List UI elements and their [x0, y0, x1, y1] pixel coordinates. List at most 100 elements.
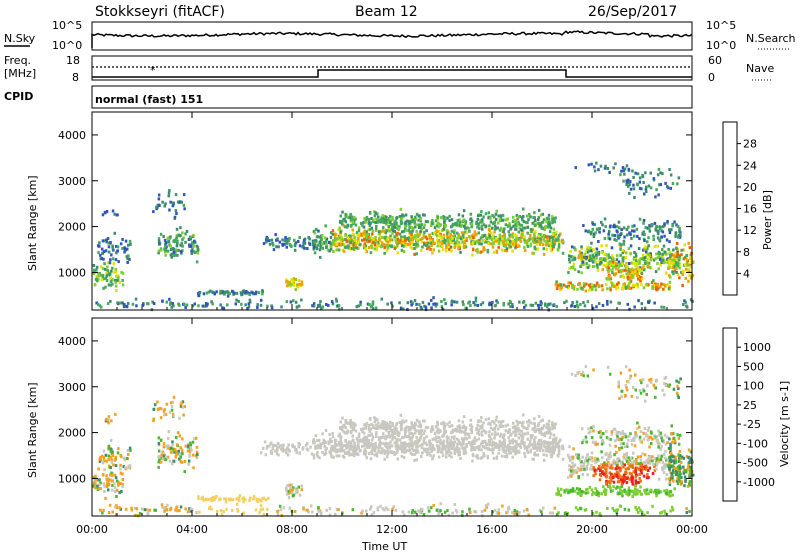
power-cell — [678, 235, 682, 239]
power-cell — [384, 215, 388, 219]
power-cell — [261, 292, 264, 296]
velocity-cell — [218, 498, 222, 501]
velocity-cell — [584, 491, 588, 495]
power-cell — [529, 227, 533, 231]
power-cell — [471, 253, 474, 257]
power-cell — [345, 224, 349, 228]
power-cell — [465, 236, 468, 240]
velocity-cell — [346, 421, 349, 425]
power-cell — [644, 188, 648, 192]
power-cell — [390, 222, 393, 226]
velocity-cell — [346, 442, 350, 446]
velocity-cell — [344, 444, 347, 447]
power-cell — [477, 238, 481, 242]
power-cell — [573, 246, 576, 250]
velocity-cell — [172, 447, 175, 451]
velocity-cell — [195, 436, 198, 440]
velocity-cell — [429, 453, 432, 457]
velocity-cell — [363, 423, 366, 427]
velocity-cell — [348, 453, 351, 457]
velocity-cell — [479, 442, 483, 446]
power-cell — [627, 247, 631, 251]
power-cell — [579, 302, 582, 306]
power-cell — [529, 244, 532, 248]
velocity-cell — [533, 438, 536, 442]
power-cell — [635, 269, 639, 273]
velocity-cell — [469, 418, 473, 422]
velocity-cell — [274, 444, 278, 448]
power-cell — [106, 261, 110, 265]
power-cell — [640, 302, 643, 306]
velocity-cell — [172, 395, 176, 399]
velocity-cell — [625, 451, 629, 455]
velocity-cell — [403, 441, 407, 445]
velocity-cell — [351, 434, 354, 438]
power-cell — [341, 238, 345, 242]
power-cell — [247, 305, 251, 309]
velocity-cell — [625, 457, 628, 461]
power-cell — [615, 282, 619, 286]
power-cell — [373, 210, 376, 214]
power-cell — [613, 284, 616, 288]
power-cell — [622, 242, 626, 246]
power-cell — [362, 225, 366, 229]
power-cell — [370, 226, 374, 230]
power-cell — [554, 283, 558, 287]
power-cell — [631, 273, 634, 277]
power-cell — [648, 229, 652, 233]
power-cell — [414, 225, 417, 229]
power-cell — [555, 280, 558, 284]
power-cell — [611, 284, 614, 288]
power-cell — [640, 267, 643, 271]
power-cell — [147, 302, 150, 306]
power-cell — [504, 218, 507, 222]
velocity-cell — [545, 453, 548, 457]
power-cell — [100, 278, 104, 282]
velocity-cell — [678, 459, 681, 463]
velocity-cell — [572, 447, 575, 451]
velocity-cell — [109, 473, 112, 477]
power-cell — [118, 281, 122, 284]
velocity-cell — [556, 442, 560, 446]
power-cell — [461, 233, 465, 237]
power-cell — [441, 235, 445, 239]
velocity-cell — [349, 453, 353, 457]
power-cell — [326, 248, 330, 252]
velocity-cell — [335, 448, 339, 452]
power-cell — [163, 238, 167, 242]
velocity-cell — [537, 422, 540, 425]
power-cell — [440, 216, 444, 219]
power-cell — [175, 237, 178, 241]
velocity-cell — [438, 440, 441, 444]
velocity-cell — [594, 487, 597, 491]
power-cell — [651, 286, 654, 290]
velocity-cell — [597, 491, 600, 495]
velocity-cell — [331, 435, 335, 439]
power-cell — [632, 187, 636, 191]
velocity-cell — [498, 443, 501, 447]
velocity-cell — [419, 435, 423, 439]
velocity-cell — [166, 446, 169, 450]
power-cell — [603, 217, 607, 221]
power-cell — [112, 270, 116, 274]
velocity-cell — [520, 429, 523, 433]
power-cell — [181, 231, 184, 235]
power-cell — [371, 232, 374, 236]
power-cell — [342, 243, 346, 247]
velocity-cell — [539, 438, 543, 442]
power-cell — [662, 261, 666, 265]
power-cell — [406, 236, 409, 240]
power-cell — [662, 244, 666, 248]
power-cell — [613, 223, 616, 227]
power-cell — [559, 286, 562, 290]
velocity-cell — [431, 437, 434, 441]
power-cell — [676, 251, 679, 255]
power-cell — [171, 204, 175, 208]
power-cell — [418, 224, 421, 228]
power-cell — [522, 220, 526, 224]
velocity-cell — [458, 424, 461, 428]
velocity-cell — [647, 456, 651, 460]
velocity-cell — [109, 439, 113, 442]
velocity-cell — [344, 418, 347, 422]
